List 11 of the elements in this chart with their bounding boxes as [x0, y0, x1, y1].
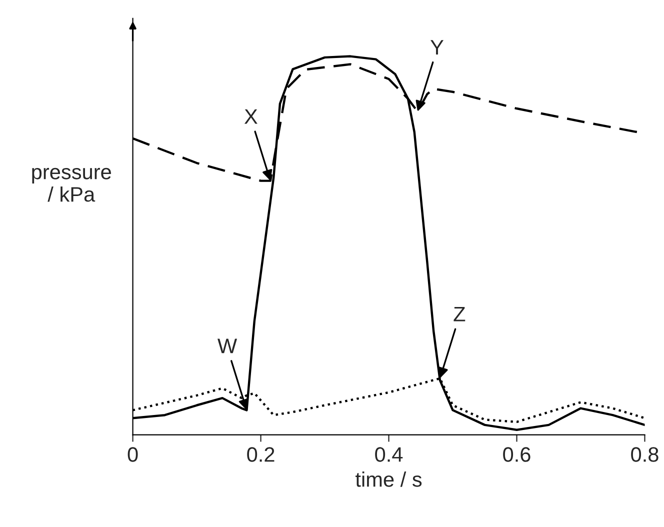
annotation: W — [218, 338, 238, 354]
x-tick-label: 0.4 — [375, 447, 403, 462]
annotation: Y — [430, 40, 444, 54]
x-tick-label: 0 — [128, 447, 138, 462]
x-axis-title: time / s — [356, 472, 422, 487]
annotation: X — [244, 109, 258, 124]
x-tick-label: 0.2 — [247, 447, 274, 462]
x-tick-label: 0.8 — [631, 447, 658, 462]
annotation: Z — [454, 306, 466, 322]
x-tick-label: 0.6 — [503, 447, 530, 462]
y-axis-title: pressure / kPa — [32, 168, 111, 202]
